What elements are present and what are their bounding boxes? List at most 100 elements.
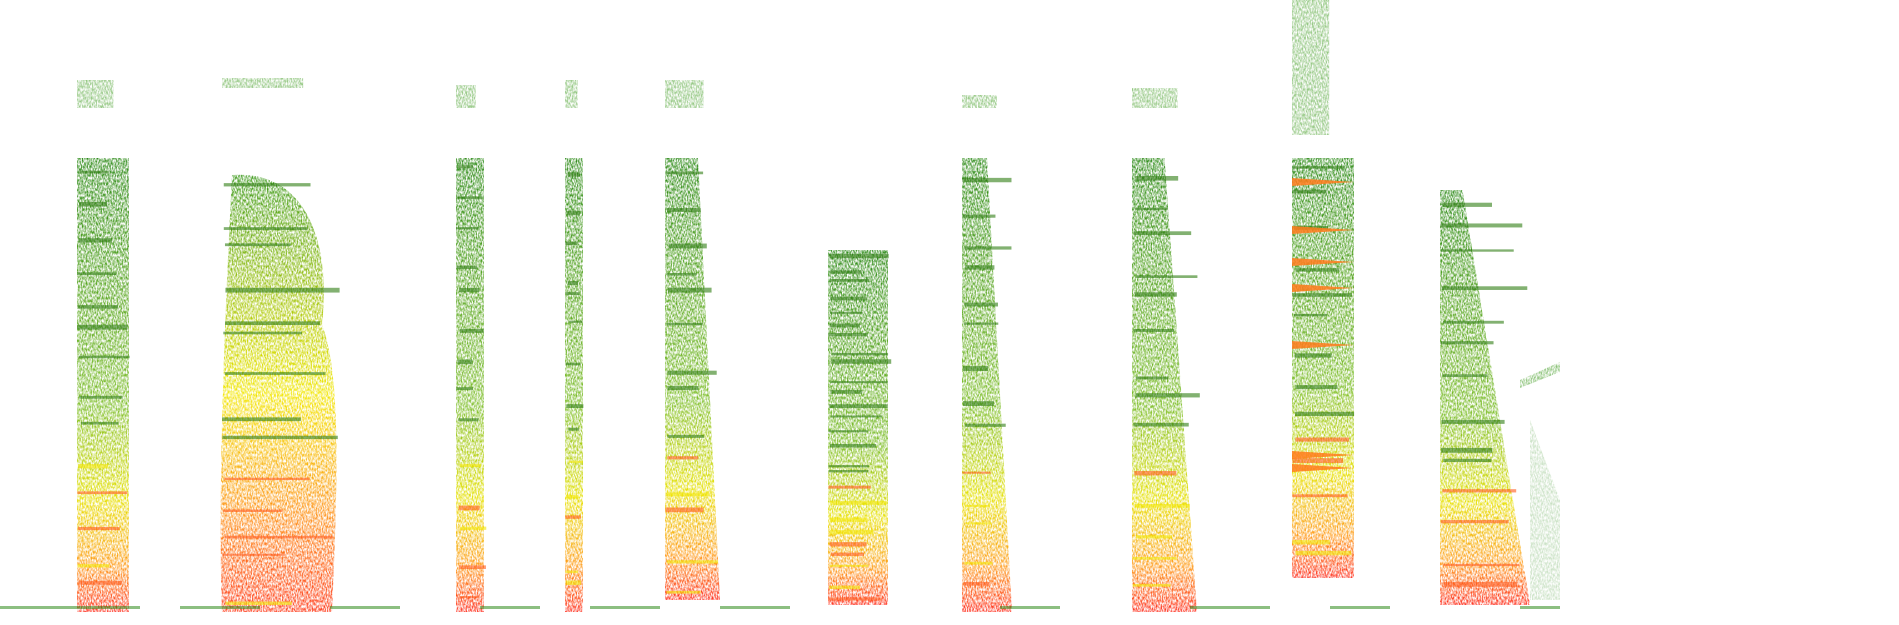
striation bbox=[828, 485, 871, 489]
striation bbox=[667, 385, 699, 391]
striation bbox=[224, 477, 310, 481]
striation bbox=[964, 423, 1006, 427]
spectrogram-segment bbox=[1132, 88, 1200, 612]
striation bbox=[1441, 419, 1505, 424]
striation bbox=[1295, 385, 1338, 390]
striation bbox=[77, 305, 119, 309]
striation bbox=[1441, 286, 1528, 290]
striation bbox=[1440, 520, 1509, 524]
striation bbox=[567, 280, 579, 286]
harmonic-spike bbox=[1292, 226, 1354, 234]
striation bbox=[964, 302, 998, 307]
striation bbox=[1442, 374, 1488, 377]
striation bbox=[77, 564, 110, 568]
segment-body bbox=[828, 250, 888, 605]
spectrogram-segment bbox=[1292, 0, 1355, 578]
striation bbox=[1443, 458, 1492, 463]
striation bbox=[224, 243, 291, 247]
striation bbox=[830, 552, 865, 556]
striation bbox=[1440, 223, 1523, 228]
striation bbox=[1292, 494, 1348, 498]
segment-body bbox=[220, 174, 337, 613]
spectrogram-segment bbox=[665, 80, 720, 600]
segment-head bbox=[222, 78, 304, 88]
segment-body bbox=[456, 158, 484, 612]
segment-head bbox=[962, 95, 997, 108]
striation bbox=[964, 246, 1012, 250]
striation bbox=[222, 417, 301, 422]
striation bbox=[77, 491, 128, 495]
striation bbox=[828, 597, 882, 601]
striation bbox=[77, 526, 120, 531]
striation bbox=[666, 208, 701, 212]
striation bbox=[224, 321, 321, 326]
segment-head bbox=[565, 80, 578, 108]
segment-head bbox=[1132, 88, 1178, 108]
harmonic-spike bbox=[1292, 284, 1354, 292]
harmonic-spike bbox=[1292, 258, 1354, 266]
striation bbox=[568, 320, 583, 323]
baseline-streak bbox=[1190, 606, 1270, 609]
striation bbox=[1132, 583, 1171, 587]
striation bbox=[225, 601, 292, 606]
spectrogram-segment bbox=[962, 95, 1012, 612]
striation bbox=[1134, 470, 1177, 476]
striation bbox=[456, 387, 473, 391]
striation bbox=[829, 517, 868, 522]
striation bbox=[223, 227, 308, 230]
segment-body bbox=[1132, 158, 1197, 612]
baseline-streak bbox=[180, 606, 260, 609]
striation bbox=[828, 430, 869, 433]
striation bbox=[829, 253, 889, 259]
striation bbox=[79, 201, 108, 207]
harmonic-spike bbox=[1292, 464, 1354, 472]
striation bbox=[1135, 535, 1173, 539]
striation bbox=[459, 287, 480, 293]
striation bbox=[459, 328, 484, 333]
striation bbox=[1443, 563, 1520, 567]
striation bbox=[962, 214, 996, 218]
striation bbox=[78, 355, 130, 359]
striation bbox=[965, 265, 995, 270]
baseline-layer bbox=[0, 606, 1560, 609]
striation bbox=[224, 535, 334, 539]
striation bbox=[666, 272, 697, 276]
striation bbox=[1292, 189, 1327, 194]
striation bbox=[1135, 393, 1200, 398]
striation bbox=[1293, 313, 1327, 317]
striation bbox=[566, 494, 579, 499]
striation bbox=[1134, 503, 1190, 508]
striation bbox=[458, 418, 479, 422]
baseline-streak bbox=[720, 606, 790, 609]
striation bbox=[963, 322, 999, 325]
striation bbox=[665, 507, 704, 513]
striation bbox=[459, 565, 486, 570]
striation bbox=[963, 581, 990, 586]
striation bbox=[568, 427, 579, 431]
striation bbox=[1132, 556, 1177, 560]
striation bbox=[565, 362, 581, 366]
striation bbox=[964, 561, 993, 565]
striation bbox=[1443, 581, 1518, 587]
striation bbox=[829, 542, 867, 547]
striation bbox=[1135, 275, 1198, 278]
striation bbox=[222, 435, 338, 440]
striation bbox=[458, 505, 480, 511]
striation bbox=[964, 504, 990, 507]
striation bbox=[78, 238, 113, 243]
striation bbox=[79, 170, 109, 174]
striation bbox=[456, 227, 479, 230]
striation bbox=[828, 465, 869, 468]
striation bbox=[565, 292, 580, 296]
striation bbox=[667, 287, 712, 293]
striation bbox=[1134, 207, 1168, 211]
striation bbox=[565, 515, 581, 519]
striation bbox=[830, 389, 863, 394]
striation bbox=[667, 434, 705, 438]
striation bbox=[1294, 353, 1332, 358]
striation bbox=[830, 270, 862, 274]
baseline-streak bbox=[1000, 606, 1060, 609]
striation bbox=[830, 296, 867, 301]
segments-layer bbox=[77, 0, 1560, 613]
